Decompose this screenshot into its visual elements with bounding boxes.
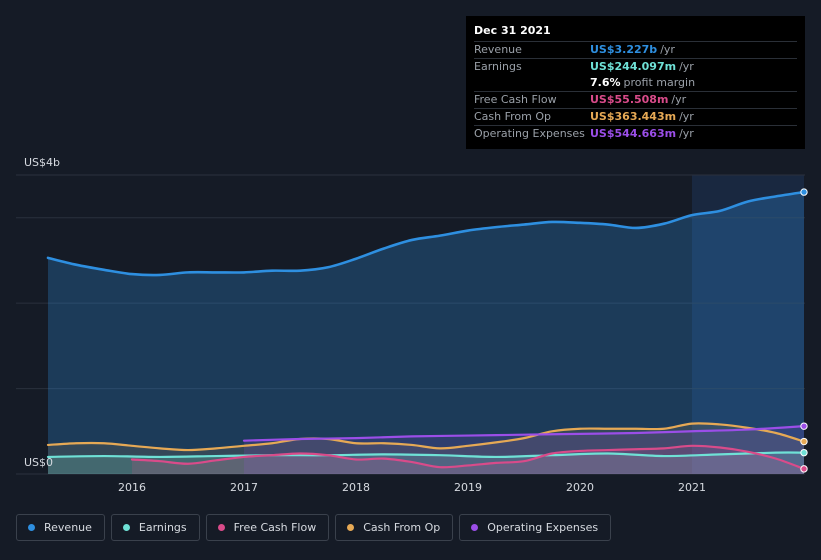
tooltip-row-unit: profit margin: [623, 76, 696, 89]
legend-label: Free Cash Flow: [233, 521, 317, 534]
legend-item-free-cash-flow[interactable]: Free Cash Flow: [205, 514, 330, 541]
legend-dot-icon: [471, 524, 479, 531]
series-end-point-cash-from-op: [800, 437, 808, 446]
x-tick-label: 2021: [678, 481, 706, 494]
legend-dot-icon: [217, 524, 225, 531]
tooltip-row-label: Operating Expenses: [474, 127, 585, 140]
tooltip-row-value: US$544.663m: [590, 127, 677, 140]
tooltip-row-unit: /yr: [671, 93, 687, 106]
legend-item-revenue[interactable]: Revenue: [16, 514, 105, 541]
tooltip-row-unit: /yr: [679, 127, 694, 140]
tooltip-date: Dec 31 2021: [474, 24, 551, 37]
x-tick-label: 2019: [454, 481, 482, 494]
tooltip-row-unit: /yr: [679, 60, 694, 73]
legend-label: Revenue: [44, 521, 92, 534]
series-end-point-revenue: [800, 188, 808, 196]
series-end-point-free-cash-flow: [800, 465, 808, 473]
series-line-free-cash-flow: [130, 444, 806, 470]
y-axis-top-label: US$4b: [24, 156, 61, 169]
legend-label: Operating Expenses: [487, 521, 599, 534]
legend-item-earnings[interactable]: Earnings: [110, 514, 200, 541]
x-tick-label: 2018: [342, 481, 370, 494]
series-end-point-earnings: [800, 448, 808, 457]
series-area-revenue: [48, 192, 804, 475]
legend-item-cash-from-op[interactable]: Cash From Op: [335, 514, 454, 541]
legend-item-operating-expenses[interactable]: Operating Expenses: [459, 514, 612, 541]
tooltip-row-unit: /yr: [679, 110, 694, 123]
tooltip-row: Earnings US$244.097m/yr: [474, 58, 797, 75]
tooltip-row-unit: /yr: [660, 43, 675, 56]
tooltip-row: Revenue US$3.227b/yr: [474, 41, 797, 58]
legend-dot-icon: [347, 524, 355, 531]
tooltip-row-value: US$55.508m: [590, 93, 669, 106]
x-tick-label: 2017: [230, 481, 258, 494]
x-tick-label: 2020: [566, 481, 594, 494]
tooltip-row-label: [474, 75, 590, 91]
tooltip-row: Cash From Op US$363.443m/yr: [474, 108, 797, 125]
tooltip-row-value: 7.6%: [590, 76, 621, 89]
tooltip-row-value: US$363.443m: [590, 110, 677, 123]
tooltip-row-value: US$3.227b: [590, 43, 658, 56]
x-tick-label: 2016: [118, 481, 146, 494]
legend-label: Earnings: [138, 521, 187, 534]
series-area-free-cash-flow: [132, 445, 804, 474]
chart-legend: Revenue Earnings Free Cash Flow Cash From O…: [16, 514, 612, 541]
series-area-cash-from-op: [48, 423, 804, 474]
series-line-revenue: [46, 190, 806, 277]
tooltip-row-value: US$244.097m: [590, 60, 677, 73]
y-axis-bottom-label: US$0: [24, 456, 54, 469]
legend-dot-icon: [122, 524, 130, 531]
legend-label: Cash From Op: [363, 521, 441, 534]
tooltip-row-label: Revenue: [474, 43, 522, 56]
tooltip-row: Operating Expenses US$544.663m/yr: [474, 125, 797, 142]
tooltip-row: Free Cash Flow US$55.508m/yr: [474, 91, 797, 108]
data-tooltip: Dec 31 2021 Revenue US$3.227b/yr Earnings U…: [466, 16, 805, 149]
tooltip-row-label: Earnings: [474, 60, 522, 73]
series-line-cash-from-op: [46, 422, 806, 452]
series-line-operating-expenses: [242, 425, 806, 442]
tooltip-row: 7.6% profit margin: [474, 75, 797, 91]
chart-plot: 2016 2017 2018 2019 2020 2021: [16, 174, 808, 494]
legend-dot-icon: [28, 524, 35, 531]
tooltip-row-label: Free Cash Flow: [474, 93, 557, 106]
series-end-point-operating-expenses: [800, 422, 808, 430]
series-line-earnings: [46, 451, 806, 459]
tooltip-row-label: Cash From Op: [474, 110, 552, 123]
